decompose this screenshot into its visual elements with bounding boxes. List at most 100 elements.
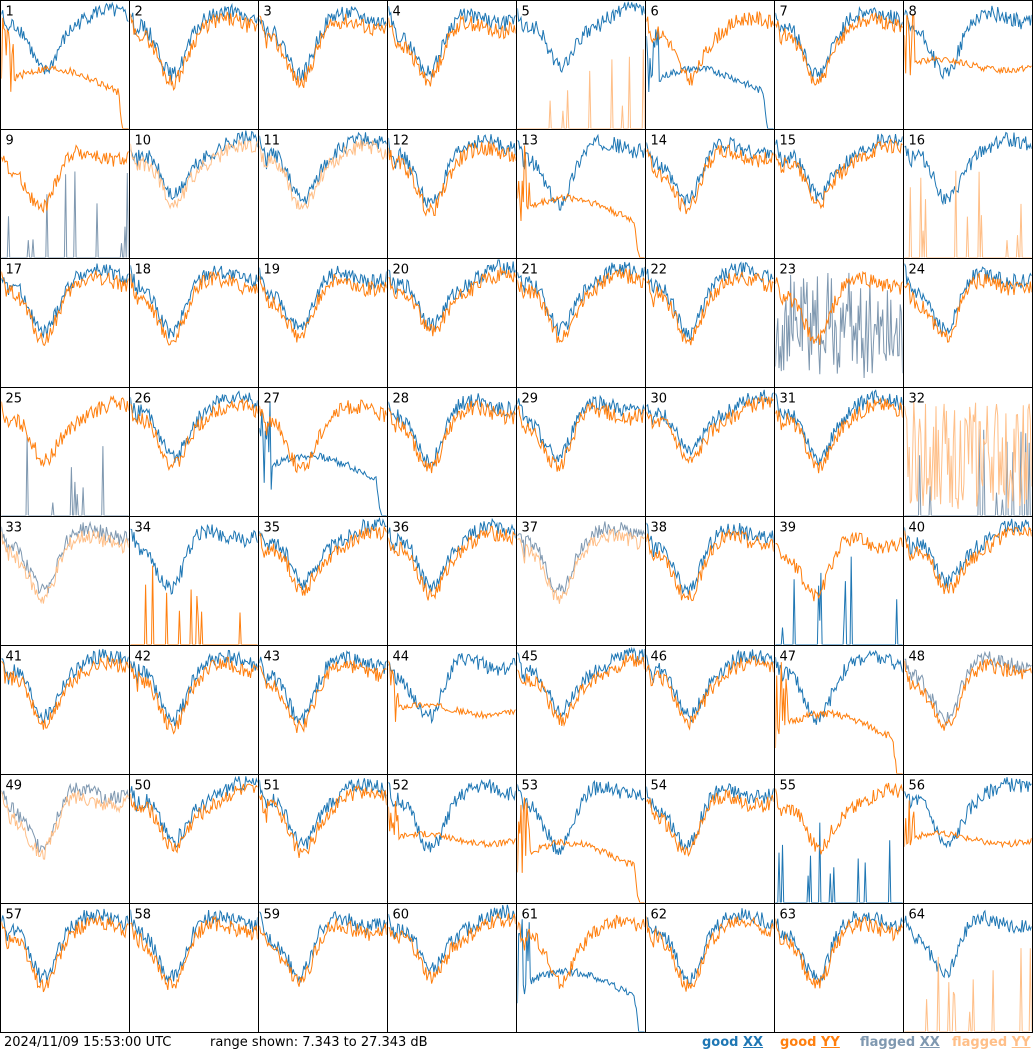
tile-frame — [387, 0, 517, 130]
series-xx-tile-27 — [259, 401, 387, 516]
series-xx-tile-20 — [388, 259, 516, 332]
series-yy-tile-14 — [646, 144, 774, 215]
series-yy-tile-54 — [646, 789, 774, 858]
tile-15: 15 — [774, 129, 904, 259]
tile-number-label: 50 — [135, 779, 152, 794]
footer-bar: 2024/11/09 15:53:00 UTC range shown: 7.3… — [0, 1033, 1033, 1053]
tile-frame — [0, 387, 130, 517]
series-xx-tile-6 — [646, 28, 774, 129]
tile-frame — [645, 129, 775, 259]
tile-39: 39 — [774, 516, 904, 646]
tile-32: 32 — [903, 387, 1033, 517]
tile-number-label: 58 — [135, 908, 152, 923]
tile-frame — [129, 774, 259, 904]
tile-number-label: 42 — [135, 650, 152, 665]
tile-37: 37 — [516, 516, 646, 646]
series-yy-tile-21 — [517, 268, 645, 343]
series-xx-tile-33 — [1, 520, 129, 595]
tile-5: 5 — [516, 0, 646, 130]
series-xx-tile-34 — [130, 523, 258, 595]
tile-9: 9 — [0, 129, 130, 259]
tile-35: 35 — [258, 516, 388, 646]
tile-number-label: 13 — [522, 134, 539, 149]
tile-4: 4 — [387, 0, 517, 130]
tile-number-label: 43 — [264, 650, 281, 665]
series-yy-tile-49 — [1, 790, 129, 860]
series-xx-tile-10 — [130, 130, 258, 201]
tile-number-label: 23 — [780, 263, 797, 278]
tile-57: 57 — [0, 903, 130, 1033]
series-yy-tile-3 — [259, 13, 387, 89]
series-xx-tile-18 — [130, 265, 258, 339]
tile-number-label: 7 — [780, 5, 788, 20]
series-yy-tile-29 — [517, 402, 645, 472]
tile-24: 24 — [903, 258, 1033, 388]
tile-number-label: 11 — [264, 134, 281, 149]
tile-53: 53 — [516, 774, 646, 904]
legend-good-xx-pol: XX — [743, 1035, 764, 1050]
tile-28: 28 — [387, 387, 517, 517]
tile-frame — [258, 903, 388, 1033]
series-xx-tile-14 — [646, 136, 774, 207]
series-xx-tile-19 — [259, 265, 387, 331]
series-yy-tile-1 — [1, 17, 129, 129]
series-yy-tile-63 — [775, 916, 903, 989]
series-yy-tile-22 — [646, 270, 774, 346]
tile-number-label: 3 — [264, 5, 272, 20]
series-yy-tile-35 — [259, 525, 387, 596]
series-yy-tile-13 — [517, 145, 645, 258]
series-xx-tile-30 — [646, 389, 774, 457]
tile-23: 23 — [774, 258, 904, 388]
series-yy-tile-24 — [904, 272, 1032, 343]
series-yy-tile-32 — [904, 401, 1032, 509]
series-yy-tile-55 — [775, 782, 903, 855]
series-yy-tile-6 — [646, 10, 774, 86]
tile-frame — [516, 903, 646, 1033]
series-xx-tile-64 — [904, 909, 1032, 979]
series-yy-tile-44 — [388, 660, 516, 722]
tile-number-label: 30 — [651, 392, 668, 407]
tile-41: 41 — [0, 645, 130, 775]
series-xx-tile-43 — [259, 650, 387, 725]
legend-good-yy: good YY — [780, 1035, 840, 1050]
series-yy-tile-17 — [1, 270, 129, 346]
series-yy-tile-42 — [130, 656, 258, 735]
tile-frame — [645, 903, 775, 1033]
legend-flagged-yy: flagged YY — [952, 1035, 1031, 1050]
tile-18: 18 — [129, 258, 259, 388]
series-yy-tile-37 — [517, 528, 645, 604]
tile-number-label: 22 — [651, 263, 668, 278]
series-yy-tile-18 — [130, 270, 258, 346]
tile-2: 2 — [129, 0, 259, 130]
tile-45: 45 — [516, 645, 646, 775]
series-xx-tile-2 — [130, 2, 258, 82]
tile-frame — [258, 129, 388, 259]
tile-62: 62 — [645, 903, 775, 1033]
legend-flagged-xx-pol: XX — [919, 1035, 940, 1050]
tile-number-label: 27 — [264, 392, 281, 407]
tile-33: 33 — [0, 516, 130, 646]
legend-flagged-yy-label: flagged — [952, 1035, 1008, 1050]
tile-51: 51 — [258, 774, 388, 904]
series-yy-tile-4 — [388, 14, 516, 87]
tile-frame — [516, 645, 646, 775]
tile-frame — [774, 903, 904, 1033]
series-xx-tile-59 — [259, 910, 387, 984]
tile-number-label: 9 — [6, 134, 14, 149]
series-yy-tile-46 — [646, 656, 774, 731]
tile-number-label: 47 — [780, 650, 797, 665]
tile-56: 56 — [903, 774, 1033, 904]
tile-number-label: 33 — [6, 521, 23, 536]
legend-flagged-yy-pol: YY — [1011, 1035, 1031, 1050]
tile-number-label: 54 — [651, 779, 668, 794]
series-yy-tile-43 — [259, 659, 387, 733]
tile-12: 12 — [387, 129, 517, 259]
tile-49: 49 — [0, 774, 130, 904]
tile-frame — [774, 645, 904, 775]
tile-frame — [0, 903, 130, 1033]
series-yy-tile-64 — [904, 948, 1032, 1032]
tile-number-label: 46 — [651, 650, 668, 665]
tile-number-label: 35 — [264, 521, 281, 536]
series-yy-tile-48 — [904, 658, 1032, 731]
tile-number-label: 28 — [393, 392, 410, 407]
